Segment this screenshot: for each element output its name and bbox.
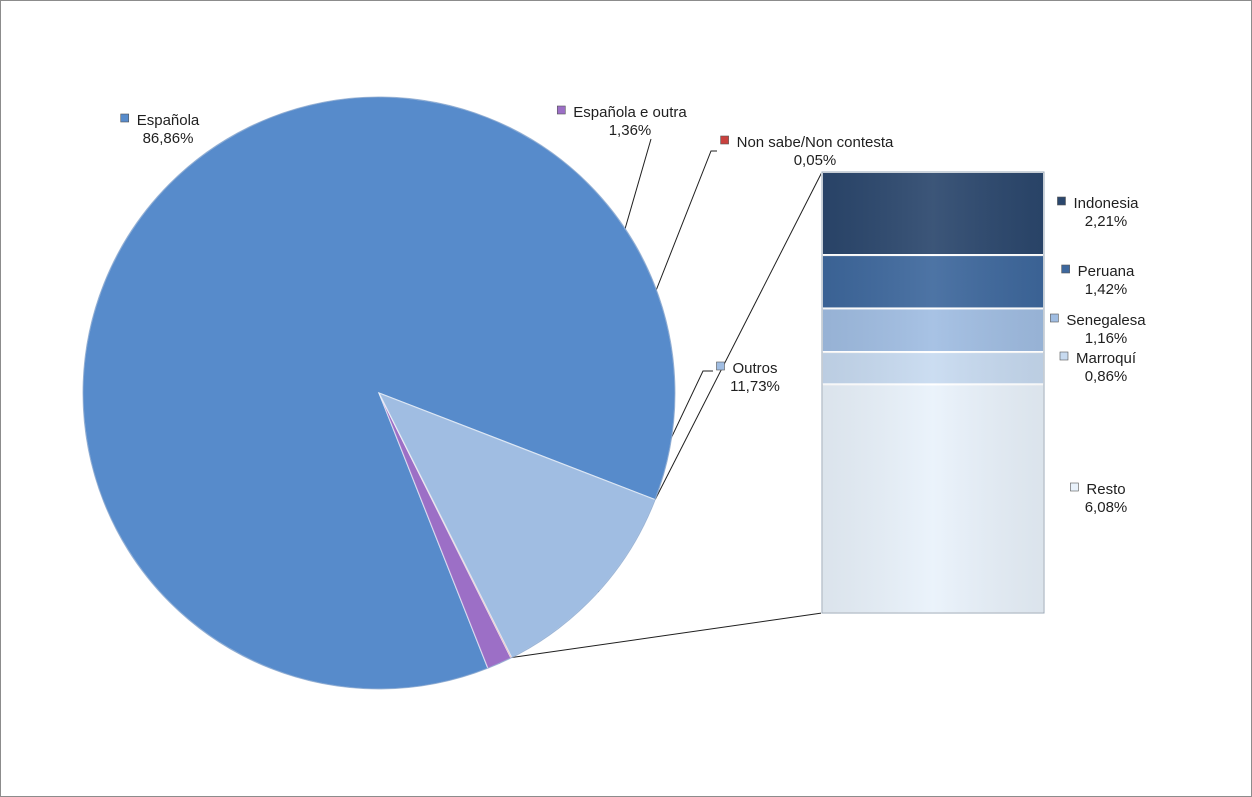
legend-key-espanola-e-outra bbox=[556, 105, 566, 115]
legend-key-outros bbox=[716, 361, 725, 371]
data-label-value: 0,05% bbox=[794, 152, 837, 169]
data-label-value: 6,08% bbox=[1085, 499, 1128, 516]
data-label-category: Peruana bbox=[1078, 263, 1135, 280]
data-label-value: 86,86% bbox=[143, 130, 194, 147]
bar-segment-shade bbox=[822, 384, 1044, 613]
legend-key-espanola bbox=[120, 113, 130, 123]
data-label-category: Non sabe/Non contesta bbox=[737, 134, 894, 151]
legend-key-marroqui bbox=[1059, 351, 1069, 361]
data-label-category: Outros bbox=[732, 360, 777, 377]
data-label-category: Indonesia bbox=[1073, 195, 1139, 212]
data-label-value: 1,16% bbox=[1085, 330, 1128, 347]
data-label-category: Marroquí bbox=[1076, 350, 1137, 367]
legend-key-resto bbox=[1070, 482, 1079, 492]
legend-key-indonesia bbox=[1057, 196, 1066, 206]
data-label-value: 11,73% bbox=[730, 378, 780, 395]
bar-segment-shade bbox=[822, 308, 1044, 353]
data-label-value: 2,21% bbox=[1085, 213, 1128, 230]
data-label-value: 0,86% bbox=[1085, 368, 1128, 385]
bar-segment-shade bbox=[822, 255, 1044, 309]
data-label-category: Resto bbox=[1086, 481, 1125, 498]
data-label-category: Española e outra bbox=[573, 104, 687, 121]
data-label-category: Española bbox=[137, 112, 200, 129]
pie-outline bbox=[82, 96, 676, 690]
connector-line-top bbox=[654, 171, 823, 500]
legend-key-senegalesa bbox=[1050, 313, 1059, 323]
bar-segment-shade bbox=[822, 352, 1044, 385]
bar-outline bbox=[821, 171, 1045, 614]
connector-lines bbox=[511, 171, 823, 659]
bar-of-pie-stack bbox=[821, 171, 1045, 614]
legend-key-peruana bbox=[1061, 264, 1070, 274]
legend-key-non-sabe-non-contesta bbox=[720, 135, 729, 145]
data-label-value: 1,36% bbox=[609, 122, 652, 139]
connector-line-bottom bbox=[511, 612, 823, 659]
data-label-value: 1,42% bbox=[1085, 281, 1128, 298]
pie-chart bbox=[82, 96, 676, 690]
bar-segment-shade bbox=[822, 172, 1044, 256]
data-label-category: Senegalesa bbox=[1066, 312, 1146, 329]
